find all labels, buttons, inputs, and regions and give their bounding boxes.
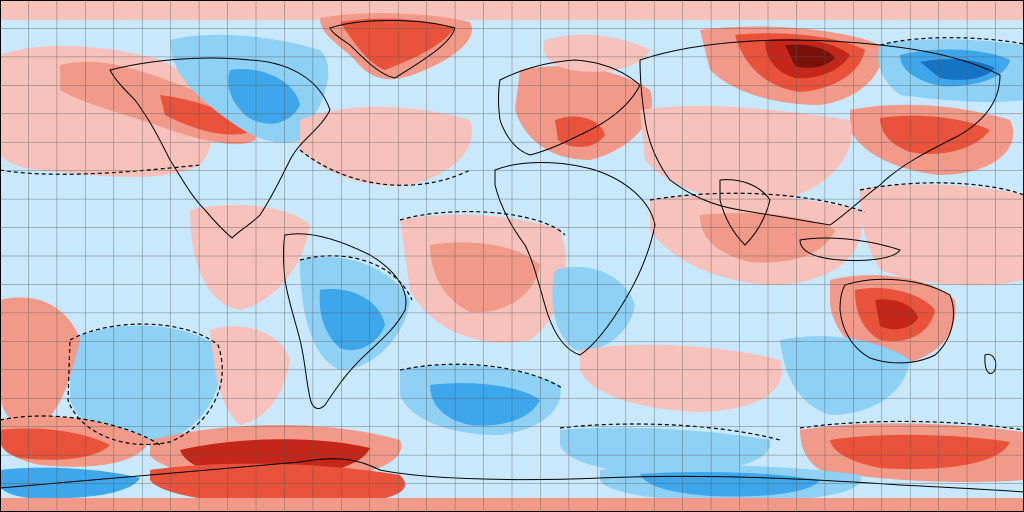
tropical-atlantic-core bbox=[430, 242, 540, 313]
indian-ocean-core bbox=[700, 213, 835, 263]
hudson-cold-core bbox=[228, 69, 300, 124]
southern-ocean-red-east bbox=[830, 434, 1010, 470]
contour-line bbox=[649, 192, 866, 213]
greenland-core bbox=[340, 18, 455, 70]
contour-line bbox=[559, 423, 781, 441]
south-pacific-cold bbox=[70, 325, 220, 443]
coastline-india bbox=[719, 179, 771, 246]
south-indian-cold bbox=[780, 336, 910, 415]
coastline-asia bbox=[639, 39, 1001, 226]
australia-core bbox=[875, 299, 918, 330]
coastline-indonesia bbox=[799, 237, 901, 261]
east-asia-core bbox=[880, 115, 990, 154]
contour-line bbox=[299, 255, 413, 301]
balkans-core bbox=[555, 116, 605, 147]
contour-line bbox=[399, 210, 566, 236]
south-america-cold-core bbox=[319, 289, 385, 351]
coastline-europe bbox=[498, 59, 641, 156]
central-asia-warm bbox=[640, 105, 852, 201]
europe-warm bbox=[515, 66, 652, 160]
southern-ocean-cold-mid bbox=[560, 427, 771, 475]
south-atlantic-cold-core bbox=[430, 383, 540, 426]
coastlines bbox=[0, 20, 1024, 493]
contour-line bbox=[879, 37, 1024, 46]
contour-line bbox=[399, 363, 563, 389]
coastline-australia bbox=[839, 278, 954, 364]
coastline-antarctica bbox=[0, 458, 1024, 493]
contour-line bbox=[0, 415, 161, 446]
antarctica-cold-west bbox=[0, 467, 140, 499]
contour-line bbox=[0, 164, 201, 175]
coastline-north-america bbox=[109, 57, 331, 239]
south-pacific-warm-ring bbox=[0, 297, 80, 430]
south-indian-warm bbox=[580, 344, 782, 412]
south-pacific-warm-ring-east bbox=[210, 326, 290, 425]
east-pacific-warm bbox=[190, 205, 310, 310]
north-atlantic-warm bbox=[300, 106, 472, 186]
siberia-deep bbox=[785, 44, 835, 68]
southern-ocean-core-west bbox=[0, 428, 110, 460]
contour-line bbox=[299, 149, 471, 186]
contour-line bbox=[859, 182, 1024, 196]
coastline-africa bbox=[494, 162, 656, 356]
zero-contours bbox=[0, 37, 1024, 446]
southern-africa-cold bbox=[552, 266, 635, 351]
coastline-south-america bbox=[283, 233, 407, 409]
contour-line bbox=[67, 323, 223, 446]
scandinavia-warm bbox=[543, 34, 650, 72]
west-pacific-warm bbox=[859, 184, 1024, 286]
